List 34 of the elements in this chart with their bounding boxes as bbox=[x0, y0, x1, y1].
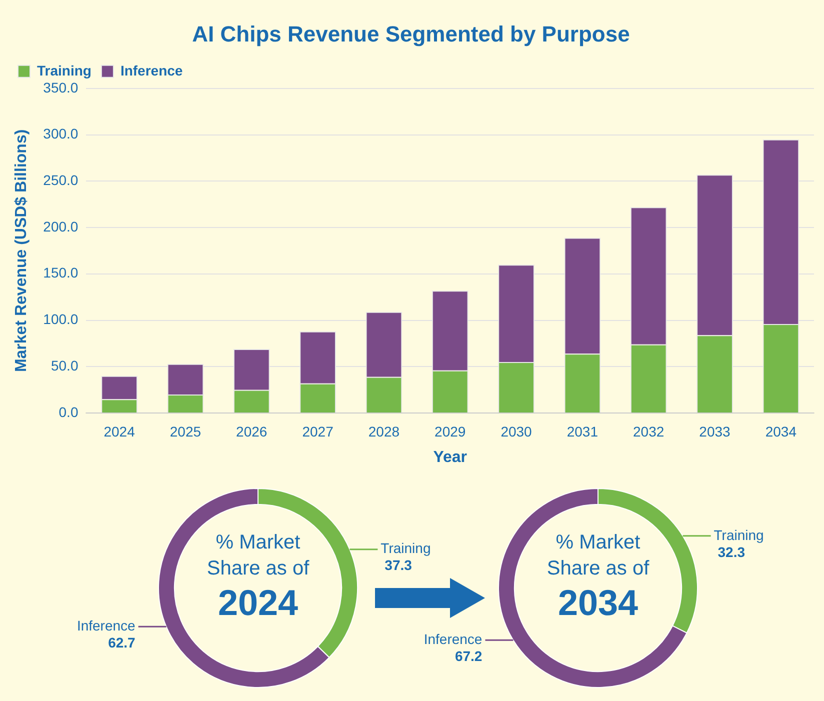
y-tick-label: 150.0 bbox=[43, 264, 78, 281]
y-tick-label: 0.0 bbox=[58, 404, 78, 420]
slice-label: Training bbox=[714, 526, 764, 543]
x-tick-label: 2029 bbox=[434, 423, 466, 440]
y-tick-label: 350.0 bbox=[43, 79, 78, 96]
text: % Market Share as of 2024 bbox=[206, 532, 310, 623]
x-tick-label: 2030 bbox=[500, 423, 532, 440]
y-tick-label: 200.0 bbox=[43, 218, 78, 234]
chart-title: AI Chips Revenue Segmented by Purpose bbox=[192, 21, 630, 46]
y-axis-title: Market Revenue (USD$ Billions) bbox=[13, 129, 30, 372]
y-tick-label: 250.0 bbox=[43, 172, 78, 188]
data-label: 67.2 bbox=[454, 648, 482, 664]
text: % Market Share as of 2034 bbox=[546, 532, 650, 623]
x-tick-label: 2028 bbox=[368, 423, 400, 440]
slice-label: Inference bbox=[424, 630, 482, 647]
legend-label: Inference bbox=[120, 62, 183, 78]
slice-label: Training bbox=[380, 540, 431, 556]
y-tick-label: 100.0 bbox=[43, 311, 78, 328]
data-label: 37.3 bbox=[384, 557, 412, 574]
data-label: 62.7 bbox=[108, 634, 136, 651]
x-tick-label: 2034 bbox=[765, 423, 797, 440]
data-label: 32.3 bbox=[718, 544, 746, 560]
x-tick-label: 2031 bbox=[566, 423, 598, 440]
x-tick-label: 2024 bbox=[104, 423, 136, 440]
legend-label: Training bbox=[37, 62, 92, 78]
y-tick-label: 50.0 bbox=[50, 357, 78, 374]
y-tick-label: 300.0 bbox=[43, 126, 78, 142]
x-tick-label: 2032 bbox=[633, 423, 664, 440]
x-axis-title: Year bbox=[433, 448, 468, 466]
x-tick-label: 2033 bbox=[699, 423, 731, 440]
slice-label: Inference bbox=[76, 618, 136, 634]
x-tick-label: 2027 bbox=[302, 423, 334, 440]
x-tick-label: 2025 bbox=[170, 423, 202, 440]
x-tick-label: 2026 bbox=[236, 423, 268, 440]
